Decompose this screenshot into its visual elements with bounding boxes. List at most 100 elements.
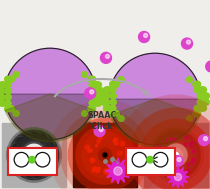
Circle shape [195, 81, 201, 87]
Bar [144, 123, 208, 187]
Circle shape [114, 81, 119, 87]
Circle shape [199, 87, 205, 93]
Circle shape [201, 105, 206, 111]
Circle shape [9, 76, 14, 82]
Circle shape [197, 93, 203, 99]
Circle shape [144, 33, 148, 37]
Circle shape [161, 140, 191, 170]
Circle shape [99, 94, 105, 100]
Circle shape [152, 131, 200, 179]
Circle shape [97, 88, 103, 94]
Circle shape [92, 88, 98, 94]
Circle shape [187, 116, 192, 121]
Circle shape [110, 99, 116, 105]
Circle shape [88, 106, 94, 112]
Circle shape [187, 77, 192, 82]
Circle shape [105, 87, 111, 93]
Circle shape [177, 157, 181, 162]
Circle shape [147, 156, 153, 163]
Circle shape [197, 93, 203, 99]
Circle shape [104, 93, 110, 99]
Circle shape [101, 93, 107, 99]
Circle shape [149, 128, 203, 182]
Circle shape [89, 82, 95, 88]
Circle shape [94, 82, 100, 88]
Circle shape [9, 106, 14, 112]
Circle shape [90, 90, 94, 94]
Circle shape [5, 82, 11, 88]
Circle shape [0, 94, 2, 100]
Circle shape [89, 100, 95, 106]
Circle shape [110, 105, 116, 111]
Circle shape [101, 99, 107, 105]
Circle shape [101, 93, 107, 99]
Circle shape [104, 99, 110, 105]
Circle shape [13, 72, 19, 77]
Circle shape [88, 106, 94, 112]
Circle shape [105, 105, 111, 111]
Circle shape [194, 105, 200, 111]
Circle shape [198, 135, 210, 146]
Circle shape [100, 52, 112, 63]
Circle shape [139, 31, 150, 43]
Circle shape [89, 100, 95, 106]
Circle shape [82, 72, 87, 77]
Circle shape [104, 93, 110, 99]
Circle shape [110, 105, 116, 111]
Circle shape [90, 76, 96, 82]
Circle shape [201, 87, 206, 93]
Circle shape [118, 77, 124, 82]
Polygon shape [105, 158, 131, 184]
Circle shape [202, 99, 208, 105]
Circle shape [114, 111, 119, 117]
Circle shape [118, 116, 124, 121]
Circle shape [97, 94, 103, 100]
Bar [2, 123, 66, 187]
Circle shape [0, 94, 5, 100]
Circle shape [169, 148, 183, 162]
Circle shape [0, 100, 4, 106]
Circle shape [186, 40, 190, 44]
Circle shape [92, 94, 98, 100]
Circle shape [5, 88, 11, 94]
Circle shape [118, 116, 124, 121]
Circle shape [23, 144, 45, 166]
Circle shape [204, 93, 210, 99]
Circle shape [0, 88, 5, 94]
Circle shape [199, 87, 205, 93]
Circle shape [5, 76, 10, 82]
Circle shape [5, 100, 11, 106]
Circle shape [5, 100, 11, 106]
Circle shape [110, 111, 116, 117]
Circle shape [13, 72, 19, 77]
Circle shape [199, 105, 205, 111]
FancyBboxPatch shape [8, 147, 56, 174]
Circle shape [97, 94, 103, 100]
Circle shape [90, 106, 96, 112]
Circle shape [110, 99, 116, 105]
Circle shape [0, 88, 2, 94]
Circle shape [5, 94, 11, 100]
Circle shape [172, 156, 183, 167]
Circle shape [114, 111, 119, 117]
Circle shape [0, 100, 6, 106]
Circle shape [194, 87, 200, 93]
Circle shape [104, 105, 109, 111]
Circle shape [128, 153, 139, 164]
Circle shape [193, 111, 199, 117]
Text: SPAAC
"Click": SPAAC "Click" [87, 111, 117, 131]
Circle shape [174, 173, 182, 181]
Circle shape [193, 111, 199, 117]
Circle shape [0, 82, 6, 88]
Circle shape [114, 81, 119, 87]
Circle shape [193, 81, 199, 87]
Circle shape [202, 93, 208, 99]
Circle shape [96, 100, 101, 106]
Polygon shape [167, 166, 189, 188]
Circle shape [109, 53, 201, 145]
Circle shape [5, 82, 11, 88]
Circle shape [97, 88, 103, 94]
Circle shape [165, 144, 187, 166]
Circle shape [203, 137, 207, 141]
Circle shape [110, 87, 116, 93]
